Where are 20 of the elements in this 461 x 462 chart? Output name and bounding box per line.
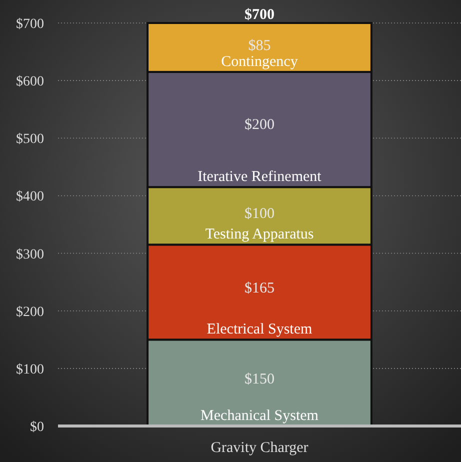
y-tick-label: $0: [30, 420, 44, 435]
series-label: Mechanical System: [200, 408, 319, 424]
data-label: $100: [244, 206, 274, 222]
y-tick-label: $300: [16, 247, 44, 262]
total-label: $700: [244, 7, 274, 23]
y-tick-label: $400: [16, 190, 44, 205]
x-tick-label: Gravity Charger: [210, 440, 308, 456]
data-label: $165: [244, 280, 274, 296]
data-label: $150: [244, 372, 274, 388]
data-label: $85: [248, 38, 271, 54]
y-tick-label: $600: [16, 74, 44, 90]
y-tick-label: $200: [16, 304, 44, 320]
series-label: Iterative Refinement: [198, 169, 322, 186]
y-tick-label: $100: [16, 362, 44, 378]
series-label: Electrical System: [206, 322, 313, 338]
series-label: Contingency: [221, 54, 298, 70]
series-label: Testing Apparatus: [205, 226, 314, 243]
y-tick-label: $500: [16, 132, 44, 148]
y-tick-label: $700: [16, 17, 44, 32]
data-label: $200: [244, 116, 274, 133]
